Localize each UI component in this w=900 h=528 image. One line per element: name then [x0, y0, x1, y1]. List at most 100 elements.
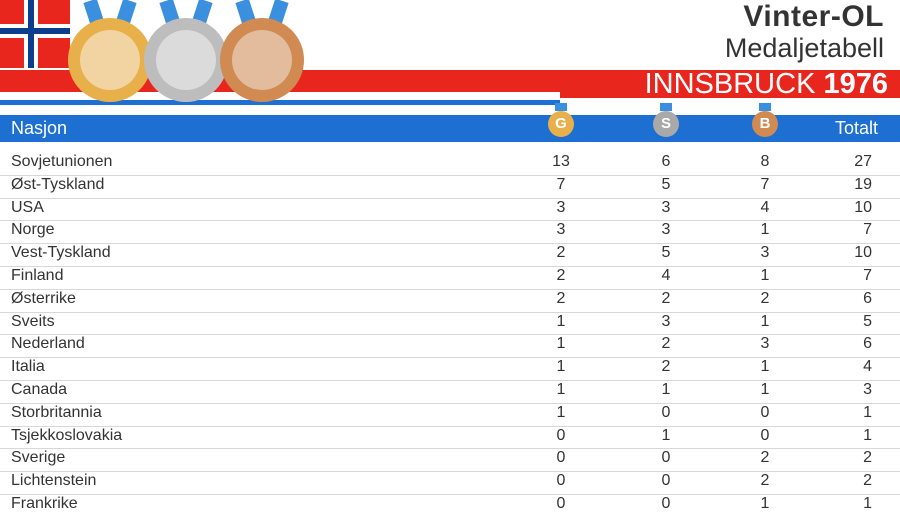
total-count: 10	[854, 198, 872, 216]
total-count: 6	[863, 335, 872, 353]
bronze-count: 1	[760, 358, 770, 376]
table-row: Tsjekkoslovakia 0 1 0 1	[0, 426, 900, 450]
total-count: 1	[863, 403, 872, 421]
bronze-count: 1	[760, 221, 770, 239]
nation-name: Italia	[11, 358, 45, 376]
table-row: Lichtenstein 0 0 2 2	[0, 471, 900, 495]
table-row: Storbritannia 1 0 0 1	[0, 403, 900, 427]
gold-count: 2	[556, 267, 566, 284]
gold-count: 1	[556, 335, 566, 353]
bronze-count: 4	[760, 198, 770, 216]
gold-count: 1	[556, 403, 566, 421]
table-row: Italia 1 2 1 4	[0, 357, 900, 381]
total-count: 19	[854, 175, 872, 193]
total-count: 3	[863, 381, 872, 398]
bronze-count: 3	[760, 244, 770, 262]
nation-name: Sveits	[11, 312, 55, 330]
total-count: 7	[863, 221, 872, 239]
header-nation: Nasjon	[11, 118, 68, 138]
silver-count: 2	[661, 358, 671, 376]
gold-count: 3	[556, 221, 566, 239]
nation-name: Nederland	[11, 335, 85, 353]
table-row: Nederland 1 2 3 6	[0, 334, 900, 359]
gold-column-icon: G	[548, 103, 574, 143]
silver-count: 3	[661, 198, 671, 216]
silver-count: 0	[661, 403, 671, 421]
nation-name: Vest-Tyskland	[11, 244, 111, 262]
silver-count: 0	[661, 449, 671, 467]
nation-name: Lichtenstein	[11, 472, 97, 490]
event-city: INNSBRUCK	[644, 68, 816, 100]
table-row: USA 3 3 4 10	[0, 198, 900, 222]
bronze-count: 2	[760, 289, 770, 307]
gold-medal-image	[64, 0, 164, 110]
nation-name: Norge	[11, 221, 55, 239]
event-year: 1976	[823, 68, 888, 100]
table-row: Vest-Tyskland 2 5 3 10	[0, 243, 900, 267]
total-count: 6	[863, 289, 872, 307]
table-row: Sveits 1 3 1 5	[0, 312, 900, 336]
silver-count: 1	[661, 426, 671, 444]
gold-count: 1	[556, 381, 566, 398]
bronze-count: 8	[760, 153, 770, 170]
nation-name: Storbritannia	[11, 403, 102, 421]
nation-name: Tsjekkoslovakia	[11, 426, 123, 444]
bronze-count: 0	[760, 426, 770, 444]
nation-name: USA	[11, 198, 44, 216]
gold-count: 1	[556, 312, 566, 330]
total-count: 1	[863, 426, 872, 444]
table-row: Finland 2 4 1 7	[0, 266, 900, 290]
norway-flag-graphic	[0, 0, 70, 68]
silver-count: 2	[661, 335, 671, 353]
gold-count: 13	[552, 153, 570, 170]
table-row: Canada 1 1 1 3	[0, 380, 900, 404]
bronze-count: 1	[760, 267, 770, 284]
gold-count: 1	[556, 358, 566, 376]
header-total: Totalt	[835, 118, 879, 138]
silver-medal-image	[140, 0, 240, 110]
gold-count: 0	[556, 472, 566, 490]
silver-count: 3	[661, 221, 671, 239]
bronze-count: 7	[760, 175, 770, 193]
silver-count: 0	[661, 472, 671, 490]
bronze-count: 2	[760, 472, 770, 490]
page-title: Vinter-OL	[743, 0, 884, 33]
bronze-count: 3	[760, 335, 770, 353]
nation-name: Sovjetunionen	[11, 153, 113, 170]
table-row: Øst-Tyskland 7 5 7 19	[0, 175, 900, 199]
gold-count: 7	[556, 175, 566, 193]
silver-count: 2	[661, 289, 671, 307]
table-row: Sovjetunionen 13 6 8 27	[0, 152, 900, 176]
total-count: 7	[863, 267, 872, 284]
total-count: 2	[863, 449, 872, 467]
bronze-label: B	[752, 111, 778, 137]
gold-count: 0	[556, 426, 566, 444]
bronze-medal-image	[216, 0, 316, 110]
table-row: Frankrike 0 0 1 1	[0, 494, 900, 517]
nation-name: Østerrike	[11, 289, 76, 307]
nation-name: Sverige	[11, 449, 66, 467]
gold-label: G	[548, 111, 574, 137]
nation-name: Finland	[11, 267, 64, 284]
total-count: 27	[854, 153, 872, 170]
gold-count: 2	[556, 289, 566, 307]
total-count: 10	[854, 244, 872, 262]
silver-count: 5	[661, 244, 671, 262]
bronze-count: 1	[760, 381, 770, 398]
silver-count: 5	[661, 175, 671, 193]
silver-count: 3	[661, 312, 671, 330]
gold-count: 0	[556, 449, 566, 467]
nation-name: Frankrike	[11, 495, 78, 512]
page-subtitle: Medaljetabell	[724, 33, 884, 63]
table-row: Norge 3 3 1 7	[0, 220, 900, 245]
bronze-count: 0	[760, 403, 770, 421]
silver-count: 4	[661, 267, 671, 284]
gold-count: 0	[556, 495, 566, 512]
table-row: Sverige 0 0 2 2	[0, 448, 900, 473]
total-count: 2	[863, 472, 872, 490]
silver-count: 0	[661, 495, 671, 512]
gold-count: 3	[556, 198, 566, 216]
gold-count: 2	[556, 244, 566, 262]
table-header: Nasjon Totalt	[0, 115, 900, 142]
table-row: Østerrike 2 2 2 6	[0, 289, 900, 313]
